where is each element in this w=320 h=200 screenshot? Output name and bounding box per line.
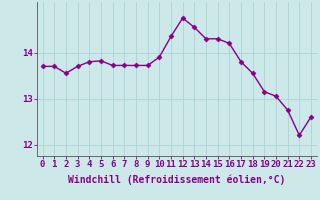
- X-axis label: Windchill (Refroidissement éolien,°C): Windchill (Refroidissement éolien,°C): [68, 175, 285, 185]
